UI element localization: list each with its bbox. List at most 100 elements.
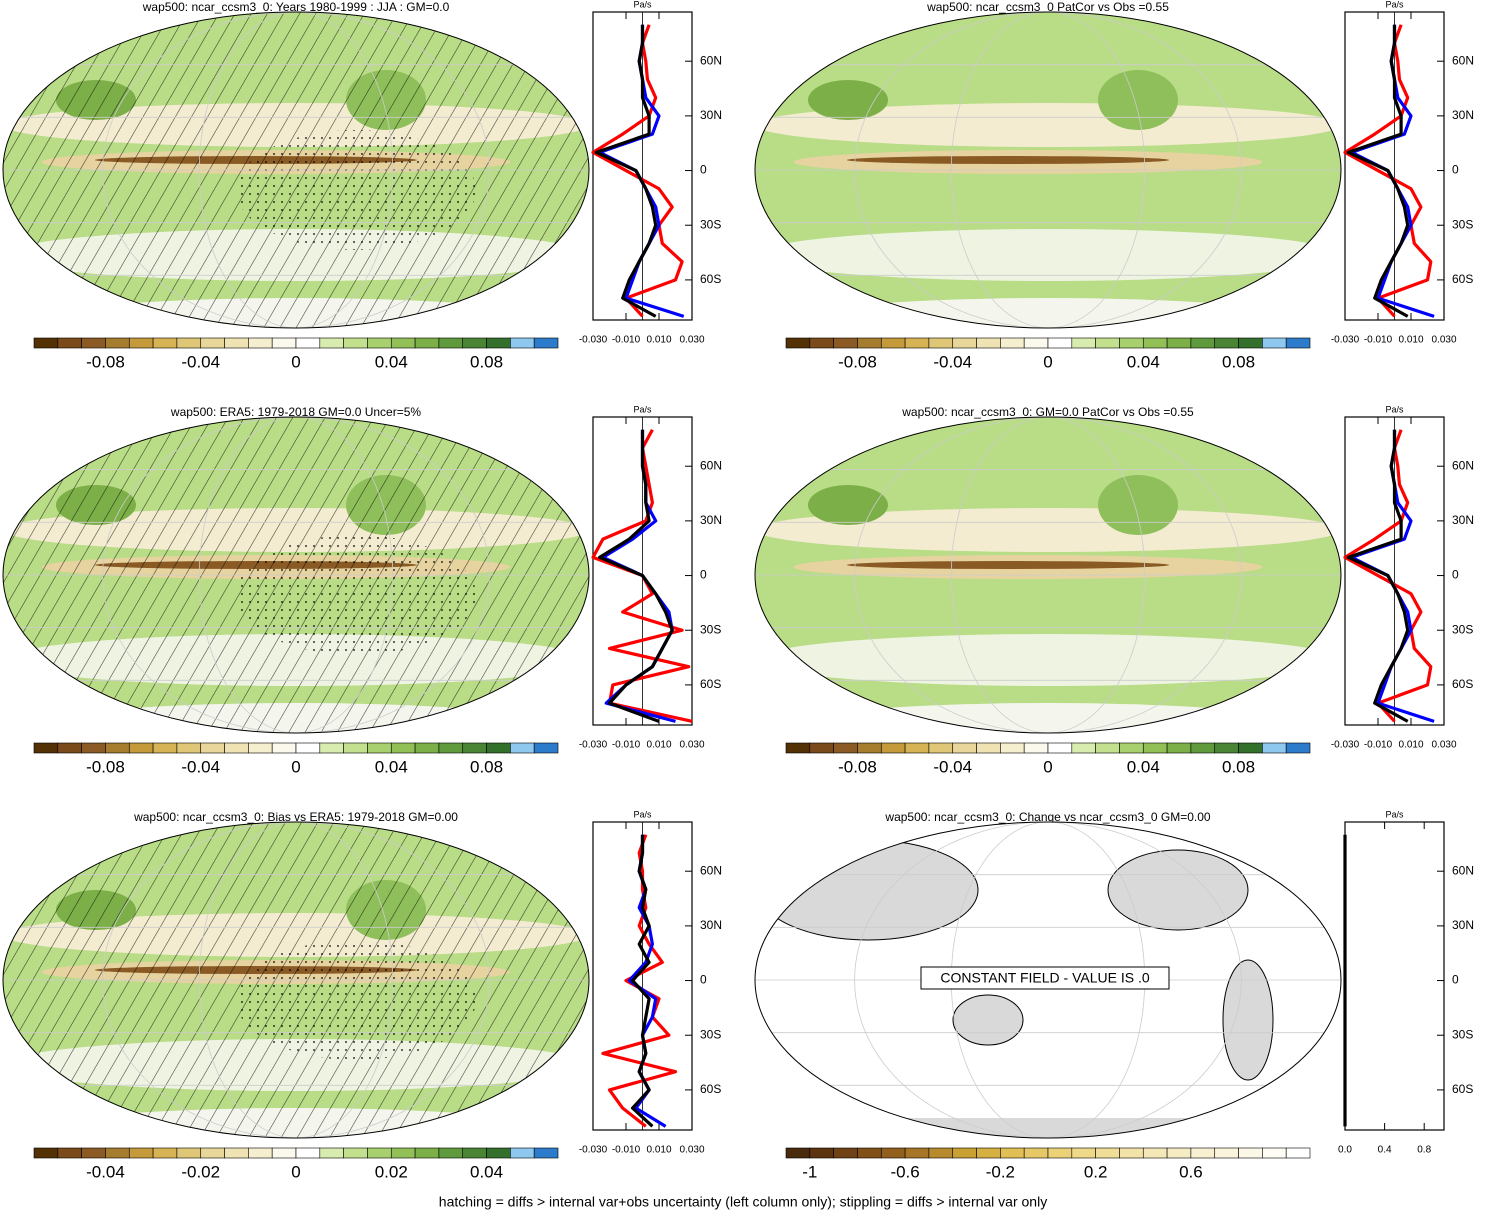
colorbar-box	[319, 742, 344, 754]
colorbar-label: -0.04	[86, 1162, 125, 1181]
y-tick-label: 60N	[1452, 458, 1474, 472]
colorbar-box	[1000, 1147, 1025, 1159]
colorbar-label: -0.08	[86, 352, 125, 371]
colorbar-box	[390, 1147, 416, 1159]
map	[755, 417, 1341, 733]
colorbar-box	[904, 1147, 930, 1159]
colorbar-box	[1047, 1147, 1073, 1159]
colorbar-box	[462, 1147, 487, 1159]
colorbar-box	[486, 337, 511, 349]
profile-line	[601, 834, 678, 1128]
colorbar-label: 0.08	[470, 352, 503, 371]
y-tick-label: 30S	[1452, 1027, 1473, 1041]
profile-unit: Pa/s	[633, 0, 652, 9]
y-tick-label: 30S	[700, 1027, 721, 1041]
colorbar-box	[128, 337, 154, 349]
panel: wap500: ncar_ccsm3_0: GM=0.0 PatCor vs O…	[754, 404, 1474, 776]
colorbar-box	[809, 742, 834, 754]
colorbar-box	[857, 742, 882, 754]
colorbar-box	[1190, 337, 1216, 349]
stippling	[236, 130, 476, 250]
x-tick-label: -0.010	[1364, 740, 1393, 751]
colorbar-box	[1142, 742, 1168, 754]
colorbar-box	[486, 1147, 511, 1159]
colorbar-label: 0	[291, 352, 300, 371]
meridian	[854, 12, 1242, 328]
y-tick-label: 30S	[1452, 622, 1473, 636]
colorbar-label: 0.6	[1179, 1162, 1203, 1181]
y-tick-label: 60S	[1452, 677, 1473, 691]
colorbar-box	[152, 337, 178, 349]
x-tick-label: -0.010	[612, 1145, 641, 1156]
meridian	[854, 417, 1242, 733]
colorbar-box	[1142, 337, 1168, 349]
colorbar-label: -0.08	[838, 352, 877, 371]
colorbar-box	[462, 337, 487, 349]
colorbar-box	[105, 742, 130, 754]
colorbar-label: -0.6	[890, 1162, 919, 1181]
colorbar-box	[1047, 742, 1073, 754]
colorbar-box	[510, 1147, 535, 1159]
y-tick-label: 30N	[700, 513, 722, 527]
colorbar-label: -0.04	[181, 352, 220, 371]
colorbar-box	[176, 337, 202, 349]
colorbar-label: 0	[291, 757, 300, 776]
colorbar-box	[1238, 337, 1263, 349]
y-tick-label: 0	[1452, 163, 1459, 177]
subtropic-band	[755, 634, 1341, 686]
colorbar-box	[533, 742, 559, 754]
colorbar-label: 0.02	[375, 1162, 408, 1181]
colorbar-box	[976, 337, 1001, 349]
colorbar-box	[785, 742, 811, 754]
profile-line	[1343, 24, 1433, 318]
x-tick-label: 0.030	[1431, 740, 1456, 751]
colorbar-box	[1023, 337, 1049, 349]
profile-unit: Pa/s	[633, 809, 652, 819]
colorbar-box	[57, 1147, 82, 1159]
green-cell	[1098, 475, 1178, 535]
x-tick-label: 0.030	[679, 335, 704, 346]
colorbar-label: 0	[1043, 757, 1052, 776]
panel: wap500: ERA5: 1979-2018 GM=0.0 Uncer=5% -…	[2, 404, 722, 776]
meridian	[102, 822, 490, 1138]
colorbar-box	[176, 1147, 202, 1159]
colorbar-box	[1000, 337, 1025, 349]
colorbar-box	[319, 337, 344, 349]
map-border	[2, 821, 590, 1139]
meridian	[102, 417, 490, 733]
profile-line	[598, 429, 674, 723]
profile-line	[631, 834, 654, 1128]
colorbar-box	[952, 337, 977, 349]
map	[755, 12, 1341, 328]
y-tick-label: 30N	[1452, 513, 1474, 527]
colorbar-label: -0.04	[181, 757, 220, 776]
colorbar-box	[1142, 1147, 1168, 1159]
map	[3, 417, 589, 733]
colorbar-box	[1238, 742, 1263, 754]
y-tick-label: 60S	[700, 677, 721, 691]
colorbar-label: 0.04	[470, 1162, 503, 1181]
x-tick-label: 0.030	[1431, 335, 1456, 346]
x-tick-label: -0.010	[612, 740, 641, 751]
colorbar-box	[176, 742, 202, 754]
colorbar-box	[248, 337, 273, 349]
colorbar-label: -0.08	[838, 757, 877, 776]
y-tick-label: 30N	[1452, 918, 1474, 932]
map	[3, 822, 589, 1138]
colorbar-box	[904, 337, 930, 349]
colorbar-label: 0.04	[375, 757, 408, 776]
colorbar-box	[809, 1147, 834, 1159]
y-tick-label: 60S	[700, 1082, 721, 1096]
x-tick-label: -0.030	[579, 740, 608, 751]
y-tick-label: 60N	[1452, 863, 1474, 877]
colorbar-box	[1214, 337, 1239, 349]
x-tick-label: -0.030	[579, 1145, 608, 1156]
colorbar-box	[1285, 742, 1311, 754]
footer-note: hatching = diffs > internal var+obs unce…	[439, 1194, 1047, 1210]
colorbar-box	[1071, 1147, 1096, 1159]
colorbar-box	[1190, 742, 1216, 754]
colorbar-box	[57, 742, 82, 754]
panel: wap500: ncar_ccsm3_0: Change vs ncar_ccs…	[754, 809, 1474, 1181]
subtropic-band	[755, 508, 1341, 552]
